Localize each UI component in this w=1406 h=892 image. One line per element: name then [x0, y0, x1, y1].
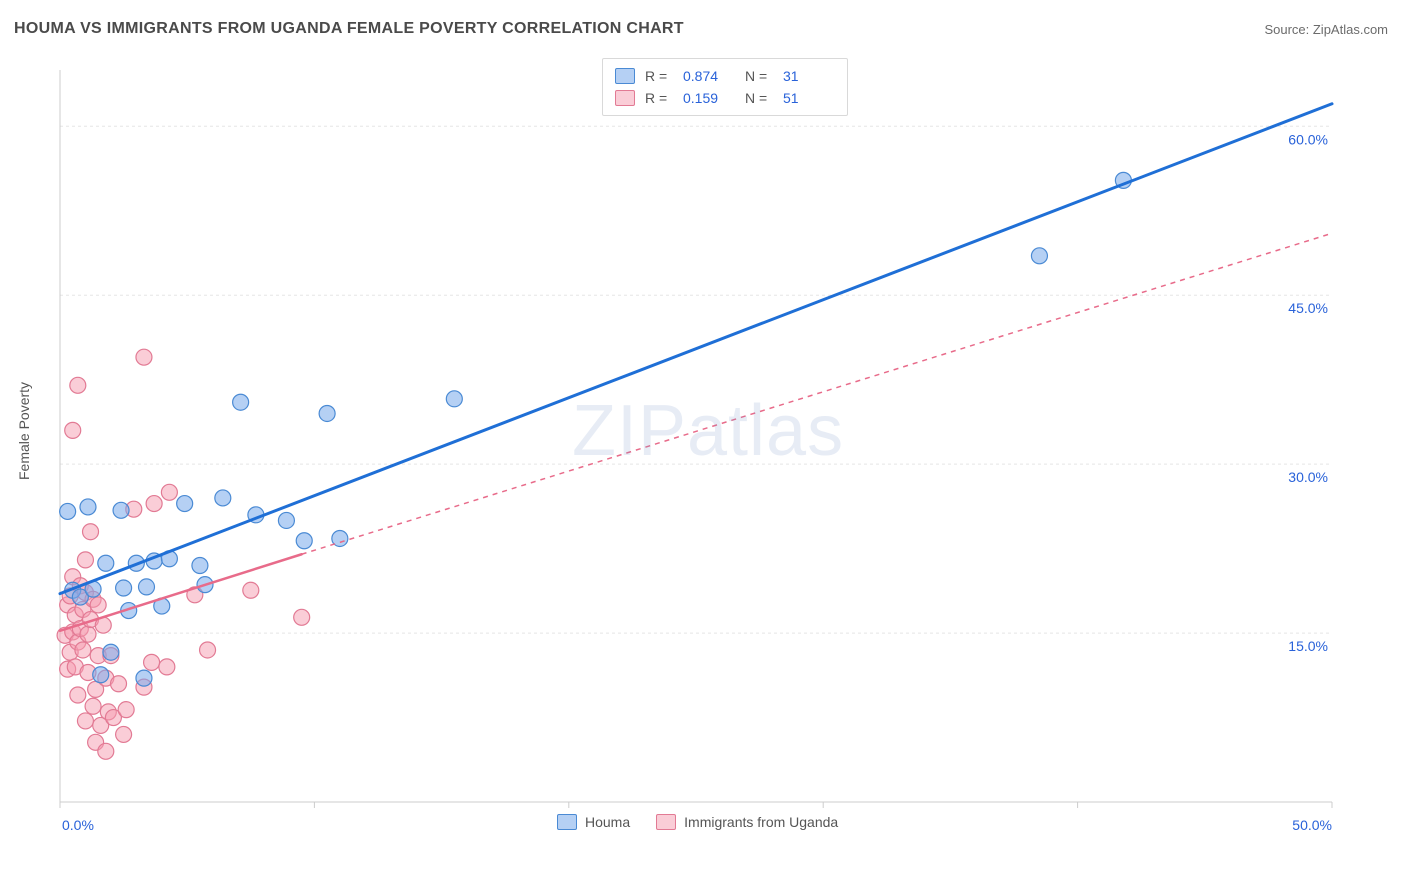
chart-title: HOUMA VS IMMIGRANTS FROM UGANDA FEMALE P…: [14, 20, 684, 38]
legend-n-label: N =: [745, 90, 773, 106]
plot-area: 15.0%30.0%45.0%60.0%0.0%50.0% Female Pov…: [52, 50, 1392, 842]
correlation-legend-row: R = 0.159 N = 51: [615, 87, 835, 109]
correlation-legend-row: R = 0.874 N = 31: [615, 65, 835, 87]
series-legend-item: Immigrants from Uganda: [656, 814, 838, 830]
legend-swatch: [615, 68, 635, 84]
legend-r-value: 0.159: [683, 90, 735, 106]
legend-r-value: 0.874: [683, 68, 735, 84]
svg-text:15.0%: 15.0%: [1288, 638, 1328, 654]
legend-swatch: [656, 814, 676, 830]
series-legend-item: Houma: [557, 814, 630, 830]
source-attribution: Source: ZipAtlas.com: [1264, 22, 1388, 37]
legend-n-label: N =: [745, 68, 773, 84]
legend-r-label: R =: [645, 90, 673, 106]
y-axis-label: Female Poverty: [16, 382, 32, 480]
legend-n-value: 31: [783, 68, 835, 84]
svg-text:30.0%: 30.0%: [1288, 469, 1328, 485]
svg-text:60.0%: 60.0%: [1288, 131, 1328, 147]
series-name: Houma: [585, 814, 630, 830]
svg-text:0.0%: 0.0%: [62, 817, 94, 833]
legend-swatch: [615, 90, 635, 106]
series-name: Immigrants from Uganda: [684, 814, 838, 830]
legend-n-value: 51: [783, 90, 835, 106]
legend-swatch: [557, 814, 577, 830]
chart-svg: 15.0% 30.0% 45.0% 60.0% 0.0% 50.0%: [52, 50, 1392, 842]
legend-r-label: R =: [645, 68, 673, 84]
svg-text:50.0%: 50.0%: [1292, 817, 1332, 833]
correlation-legend: R = 0.874 N = 31 R = 0.159 N = 51: [602, 58, 848, 116]
series-legend: Houma Immigrants from Uganda: [557, 814, 838, 830]
svg-text:45.0%: 45.0%: [1288, 300, 1328, 316]
